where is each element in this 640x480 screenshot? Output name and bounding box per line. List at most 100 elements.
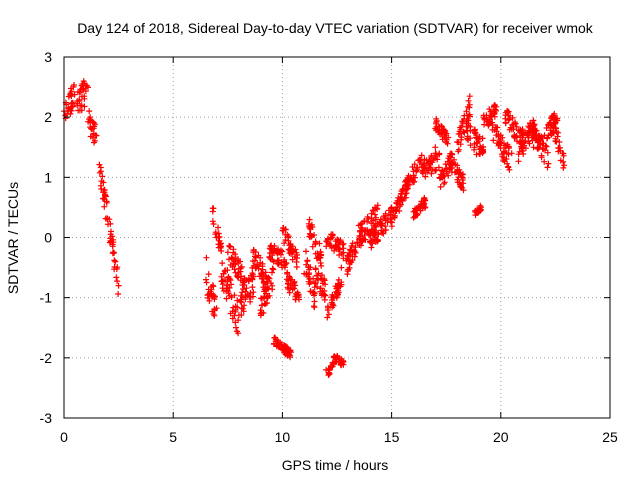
data-point (553, 115, 560, 122)
data-point (292, 296, 299, 303)
data-point (105, 221, 111, 228)
data-point (464, 127, 471, 134)
data-point (347, 258, 354, 265)
data-point (235, 330, 242, 337)
data-point (453, 169, 460, 176)
data-point (463, 108, 470, 115)
data-point (225, 288, 231, 295)
data-point (238, 296, 245, 303)
data-point (242, 288, 249, 295)
data-point (438, 122, 445, 129)
data-point (112, 258, 119, 265)
data-point (303, 261, 310, 268)
data-point (388, 204, 395, 211)
data-point (481, 115, 488, 122)
data-point (98, 168, 105, 175)
data-point (487, 108, 494, 115)
data-point (435, 129, 442, 136)
data-point (371, 236, 378, 243)
data-point (215, 244, 222, 251)
data-point (324, 314, 331, 321)
data-point (556, 145, 563, 152)
data-point (465, 120, 471, 127)
data-point (422, 173, 429, 180)
data-point (467, 142, 474, 149)
data-point (225, 274, 232, 281)
data-point (545, 121, 552, 128)
data-point (257, 254, 264, 261)
data-point (561, 162, 568, 169)
data-point (368, 244, 375, 251)
data-point (544, 164, 551, 171)
data-point (230, 249, 237, 256)
data-point (556, 139, 563, 145)
data-point (486, 114, 493, 121)
data-point (281, 240, 288, 247)
data-point (421, 204, 428, 211)
data-point (440, 127, 447, 134)
data-point (233, 324, 239, 331)
data-points (61, 78, 568, 378)
data-point (328, 299, 335, 306)
data-point (223, 282, 230, 289)
data-point (312, 238, 319, 245)
data-point (260, 280, 267, 286)
data-point (335, 283, 342, 290)
data-point (258, 295, 265, 302)
data-point (68, 104, 75, 110)
y-tick-label: 3 (44, 49, 52, 65)
data-point (292, 246, 299, 253)
data-point (515, 151, 522, 158)
data-point (443, 132, 450, 139)
data-point (357, 242, 364, 249)
data-point (329, 231, 336, 238)
data-point (219, 260, 226, 267)
data-point (269, 282, 276, 289)
data-point (243, 285, 250, 292)
data-point (372, 211, 378, 218)
axes: 0 5 10 15 20 25 -3 -2 -1 0 1 2 3 (40, 49, 618, 445)
data-point (277, 339, 284, 346)
data-point (455, 146, 462, 153)
data-point (390, 208, 396, 215)
data-point (361, 218, 368, 225)
data-point (275, 257, 282, 264)
data-point (429, 159, 436, 166)
data-point (306, 275, 313, 282)
data-point (461, 112, 468, 119)
data-point (419, 169, 426, 175)
data-point (455, 139, 462, 146)
data-point (366, 228, 373, 235)
data-point (477, 202, 484, 209)
data-point (67, 90, 74, 97)
data-point (231, 292, 238, 299)
data-point (370, 207, 377, 214)
data-point (241, 302, 248, 309)
data-point (476, 138, 482, 145)
data-point (269, 269, 275, 276)
data-point (77, 86, 84, 93)
data-point (284, 231, 291, 238)
data-point (479, 146, 486, 153)
data-point (87, 114, 94, 121)
data-point (465, 97, 472, 104)
data-point (231, 312, 238, 319)
data-point (421, 156, 428, 163)
data-point (308, 234, 314, 240)
data-point (208, 284, 215, 290)
data-point (316, 255, 323, 262)
data-point (227, 243, 234, 250)
data-point (210, 221, 217, 227)
data-point (235, 265, 242, 272)
data-point (519, 134, 526, 141)
y-axis-label: SDTVAR / TECUs (5, 182, 21, 294)
data-point (232, 307, 239, 313)
data-point (394, 197, 401, 204)
data-point (100, 179, 107, 186)
data-point (464, 115, 470, 122)
x-tick-label: 0 (60, 429, 68, 445)
data-point (270, 341, 277, 348)
data-point (206, 297, 213, 304)
data-point (497, 132, 504, 139)
